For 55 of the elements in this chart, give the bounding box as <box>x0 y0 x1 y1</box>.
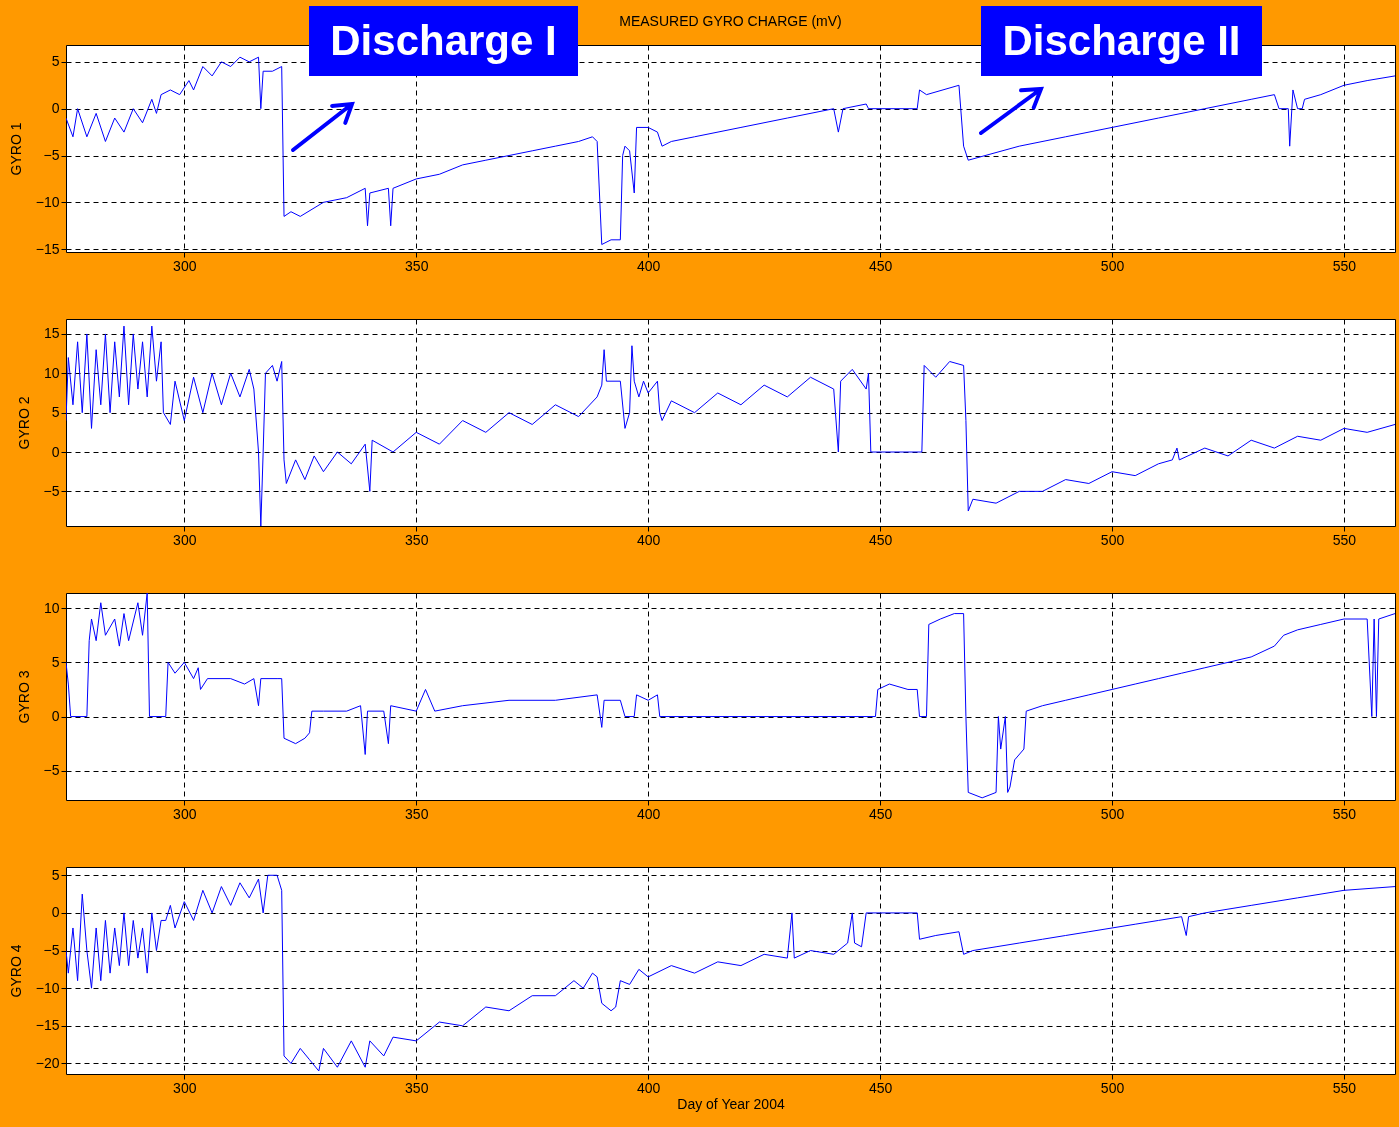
y-tick-label: −5 <box>43 942 60 959</box>
x-tick-label: 450 <box>868 531 893 548</box>
y-tick-label: −20 <box>35 1054 60 1071</box>
y-tick-label: −5 <box>43 147 60 164</box>
x-tick-label: 500 <box>1100 257 1125 274</box>
y-tick-label: −15 <box>35 1017 60 1034</box>
x-tick-label: 400 <box>636 1079 661 1096</box>
y-tick-label: 0 <box>51 100 60 117</box>
x-tick-label: 300 <box>173 1079 197 1096</box>
y-tick-label: −5 <box>43 762 60 779</box>
line-series <box>66 325 1395 526</box>
x-tick-label: 450 <box>868 257 893 274</box>
y-tick-label: 10 <box>43 364 60 381</box>
x-tick-label: 550 <box>1332 805 1357 822</box>
x-tick-label: 400 <box>636 805 661 822</box>
y-tick-label: 5 <box>51 404 60 421</box>
x-tick-label: 450 <box>868 805 893 822</box>
y-tick-label: −5 <box>43 482 60 499</box>
x-tick-label: 550 <box>1332 531 1357 548</box>
y-tick-label: 15 <box>43 325 60 342</box>
chart-title: MEASURED GYRO CHARGE (mV) <box>619 13 842 29</box>
y-tick-label: 5 <box>51 866 60 883</box>
x-tick-label: 350 <box>405 257 429 274</box>
y-axis-title: GYRO 3 <box>15 670 32 724</box>
annotation: Discharge II <box>981 6 1262 76</box>
y-tick-label: −10 <box>35 979 60 996</box>
x-tick-label: 350 <box>405 1079 429 1096</box>
x-tick-label: 500 <box>1100 531 1125 548</box>
x-tick-label: 300 <box>173 531 197 548</box>
x-tick-label: 350 <box>405 805 429 822</box>
y-axis-title: GYRO 2 <box>15 396 32 450</box>
x-tick-label: 350 <box>405 531 429 548</box>
y-tick-label: 5 <box>51 53 60 70</box>
y-tick-label: 0 <box>51 904 60 921</box>
x-axis-title: Day of Year 2004 <box>677 1095 785 1112</box>
x-tick-label: 550 <box>1332 1079 1357 1096</box>
x-tick-label: 500 <box>1100 805 1125 822</box>
y-axis-title: GYRO 4 <box>7 944 24 998</box>
y-axis-title: GYRO 1 <box>7 122 24 176</box>
x-tick-label: 450 <box>868 1079 893 1096</box>
y-tick-label: −15 <box>35 240 60 257</box>
y-tick-label: 5 <box>51 653 60 670</box>
x-tick-label: 500 <box>1100 1079 1125 1096</box>
x-tick-label: 400 <box>636 531 661 548</box>
annotation: Discharge I <box>309 6 578 76</box>
line-series <box>66 593 1395 799</box>
y-tick-label: 10 <box>43 599 60 616</box>
x-tick-label: 400 <box>636 257 661 274</box>
x-tick-label: 300 <box>173 257 197 274</box>
line-series <box>66 874 1395 1072</box>
y-tick-label: 0 <box>51 708 60 725</box>
y-tick-label: −10 <box>35 193 60 210</box>
x-tick-label: 550 <box>1332 257 1357 274</box>
y-tick-label: 0 <box>51 443 60 460</box>
x-tick-label: 300 <box>173 805 197 822</box>
